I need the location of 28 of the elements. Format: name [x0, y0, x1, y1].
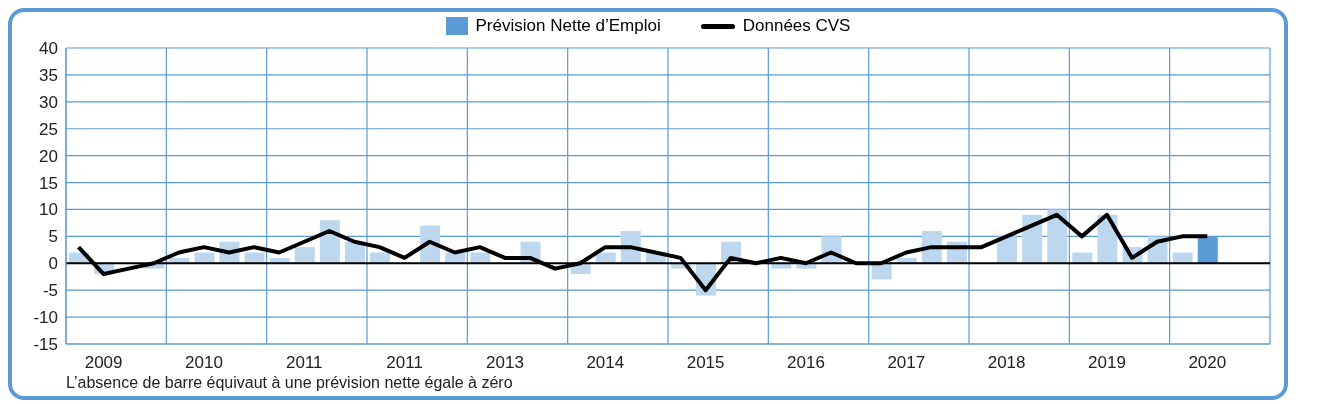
x-tick-label: 2016: [787, 353, 825, 372]
y-tick-label: 20: [39, 146, 58, 166]
legend-label: Données CVS: [742, 16, 851, 36]
x-tick-label: 2010: [185, 353, 223, 372]
x-tick-label: 2014: [586, 353, 625, 372]
bar: [294, 247, 315, 264]
x-tick-label: 2017: [887, 353, 926, 372]
x-tick-label: 2011: [286, 353, 323, 372]
y-tick-label: 15: [39, 173, 58, 193]
x-tick-label: 2013: [486, 353, 524, 372]
y-tick-label: 10: [39, 200, 58, 220]
y-tick-label: 40: [39, 39, 58, 59]
y-tick-label: 25: [39, 119, 58, 139]
y-tick-label: -10: [33, 308, 58, 328]
x-tick-label: 2009: [84, 353, 123, 372]
y-tick-label: 30: [39, 92, 58, 112]
x-tick-label: 2018: [987, 353, 1026, 372]
text: L’absence de barre équivaut à une prévision nette égale à zéro: [66, 374, 514, 392]
y-tick-label: -15: [33, 335, 58, 355]
x-tick-label: 2020: [1188, 353, 1227, 372]
y-tick-label: 35: [39, 65, 58, 85]
y-tick-label: 0: [48, 254, 58, 274]
legend-label: Prévision Nette d’Emploi: [475, 16, 661, 36]
y-tick-label: 5: [48, 227, 58, 247]
x-tick-label: 2019: [1088, 353, 1126, 372]
y-tick-label: -5: [42, 281, 58, 301]
x-tick-label: 2011: [386, 353, 423, 372]
x-tick-label: 2015: [686, 353, 725, 372]
